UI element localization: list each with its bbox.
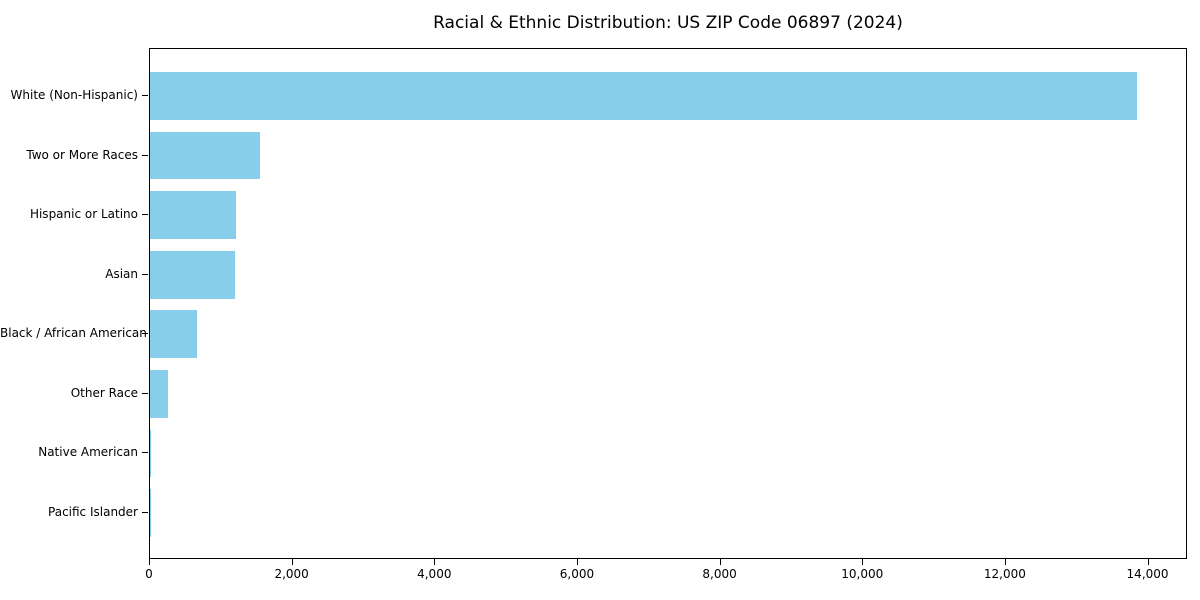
- y-tick: [142, 154, 148, 156]
- bar-other-race: [150, 370, 168, 418]
- bar-two-or-more-races: [150, 131, 261, 180]
- x-axis-label-12-000: 12,000: [983, 567, 1026, 581]
- y-tick: [142, 392, 148, 394]
- y-tick: [142, 95, 148, 97]
- y-tick: [142, 333, 148, 335]
- y-tick: [142, 273, 148, 275]
- y-axis-label-two-or-more-races: Two or More Races: [26, 147, 138, 162]
- x-axis-label-4-000: 4,000: [417, 567, 452, 581]
- y-axis-label-hispanic-or-latino: Hispanic or Latino: [29, 207, 138, 222]
- y-axis-label-white-non-hispanic: White (Non-Hispanic): [10, 88, 138, 103]
- y-tick: [142, 511, 148, 513]
- x-tick: [434, 559, 436, 565]
- x-tick: [1147, 559, 1149, 565]
- x-tick: [1004, 559, 1006, 565]
- x-axis-label-0: 0: [145, 567, 153, 581]
- x-tick: [576, 559, 578, 565]
- x-axis-label-10-000: 10,000: [841, 567, 884, 581]
- chart-title: Racial & Ethnic Distribution: US ZIP Cod…: [433, 13, 903, 33]
- y-axis-label-pacific-islander: Pacific Islander: [48, 504, 138, 519]
- y-axis-label-asian: Asian: [105, 266, 138, 281]
- y-tick: [142, 214, 148, 216]
- x-tick: [719, 559, 721, 565]
- bar-native-american: [150, 429, 152, 478]
- x-axis-label-2-000: 2,000: [274, 567, 309, 581]
- y-axis-label-native-american: Native American: [38, 445, 138, 460]
- x-tick: [149, 559, 150, 565]
- y-axis-label-black-african-american: Black / African American: [0, 326, 147, 341]
- bar-hispanic-or-latino: [150, 191, 237, 239]
- x-tick: [291, 559, 293, 565]
- plot-area: [149, 48, 1187, 559]
- x-axis-label-14-000: 14,000: [1126, 567, 1169, 581]
- x-axis-label-6-000: 6,000: [559, 567, 595, 581]
- bar-black-african-american: [150, 310, 197, 359]
- x-axis-label-8-000: 8,000: [702, 567, 737, 581]
- y-tick: [142, 452, 148, 454]
- x-tick: [862, 559, 864, 565]
- y-axis-label-other-race: Other Race: [70, 385, 138, 400]
- bar-asian: [150, 250, 235, 299]
- bar-white-non-hispanic: [150, 72, 1137, 120]
